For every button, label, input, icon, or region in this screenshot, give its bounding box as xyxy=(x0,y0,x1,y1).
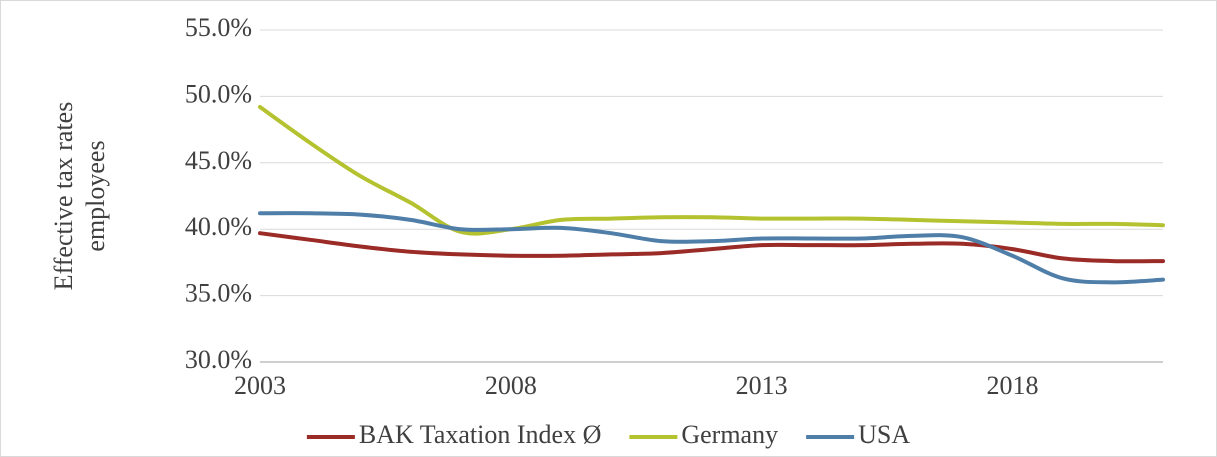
y-tick-label: 45.0% xyxy=(185,146,252,175)
x-tick-label: 2008 xyxy=(485,371,537,400)
series-line xyxy=(258,231,1165,264)
y-tick-label: 30.0% xyxy=(185,345,252,374)
legend-label: Germany xyxy=(681,420,778,449)
series-line xyxy=(258,211,1165,285)
x-tick-label: 2018 xyxy=(987,371,1039,400)
series-line xyxy=(258,105,1165,236)
legend-label: USA xyxy=(858,420,910,449)
x-tick-label: 2003 xyxy=(234,371,286,400)
y-tick-label: 55.0% xyxy=(185,13,252,42)
legend-label: BAK Taxation Index Ø xyxy=(359,420,602,449)
x-tick-label: 2013 xyxy=(736,371,788,400)
y-tick-label: 35.0% xyxy=(185,279,252,308)
y-tick-label: 40.0% xyxy=(185,212,252,241)
y-axis-title: Effective tax rates employees xyxy=(49,102,110,291)
y-axis-title-line: Effective tax rates xyxy=(49,102,78,291)
y-axis-title-line: employees xyxy=(81,140,110,251)
y-tick-label: 50.0% xyxy=(185,79,252,108)
